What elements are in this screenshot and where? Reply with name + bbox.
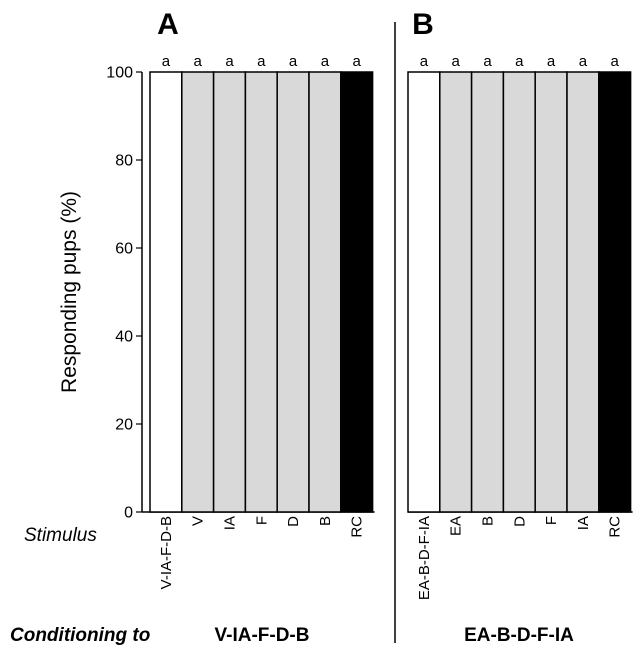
x-tick-label: RC: [349, 516, 366, 538]
significance-letter: a: [547, 53, 556, 70]
significance-letter: a: [257, 53, 266, 70]
panel-a-letter: A: [157, 8, 179, 41]
x-tick-label: RC: [607, 516, 624, 538]
x-tick-label: EA: [448, 516, 465, 536]
x-tick-label: EA-B-D-F-IA: [416, 516, 433, 600]
bar: [181, 71, 215, 513]
bar: [439, 71, 473, 513]
bar: [534, 71, 568, 513]
y-axis: 0 20 40 60 80 100: [106, 65, 143, 522]
x-tick-label: D: [285, 516, 302, 527]
bar: [212, 71, 247, 513]
x-tick-label: B: [317, 516, 334, 526]
x-tick-label: D: [511, 516, 528, 527]
y-axis-label: Responding pups (%): [58, 191, 81, 393]
conditioning-b-value: EA-B-D-F-IA: [464, 625, 574, 645]
panel-a: A a V-IA-F-D-B a Va IA a Fa Da Ba RC: [142, 8, 375, 589]
significance-letter: a: [321, 53, 330, 70]
y-tick-label: 20: [115, 417, 133, 434]
y-tick-label: 100: [106, 65, 133, 82]
x-tick-label: V: [190, 516, 207, 526]
significance-letter: a: [420, 53, 429, 70]
stimulus-label: Stimulus: [24, 525, 97, 546]
bar: [566, 71, 600, 513]
significance-letter: a: [194, 53, 203, 70]
significance-letter: a: [289, 53, 298, 70]
significance-letter: a: [452, 53, 461, 70]
bar: [502, 71, 536, 513]
x-tick-label: IA: [575, 516, 592, 530]
y-tick-label: 60: [115, 241, 133, 258]
x-tick-label: F: [543, 516, 560, 525]
y-tick-label: 0: [124, 505, 133, 522]
bar: [470, 71, 505, 513]
x-tick-label: F: [253, 516, 270, 525]
x-tick-label: V-IA-F-D-B: [158, 516, 175, 589]
significance-letter: a: [579, 53, 588, 70]
bar: [276, 71, 310, 513]
significance-letter: a: [483, 53, 492, 70]
conditioning-a-value: V-IA-F-D-B: [215, 625, 310, 645]
x-tick-label: IA: [222, 516, 239, 530]
significance-letter: a: [611, 53, 620, 70]
conditioning-label: Conditioning to: [10, 625, 150, 645]
y-tick-label: 40: [115, 329, 133, 346]
x-tick-label: B: [480, 516, 497, 526]
bar: [407, 71, 441, 513]
bar: [149, 71, 183, 513]
y-tick-label: 80: [115, 153, 133, 170]
bar: [244, 71, 278, 513]
panel-b-letter: B: [412, 8, 434, 41]
significance-letter: a: [353, 53, 362, 70]
significance-letter: a: [515, 53, 524, 70]
bar: [308, 71, 342, 513]
significance-letter: a: [162, 53, 171, 70]
bar: [598, 71, 632, 513]
bar: [340, 71, 374, 513]
significance-letter: a: [225, 53, 234, 70]
